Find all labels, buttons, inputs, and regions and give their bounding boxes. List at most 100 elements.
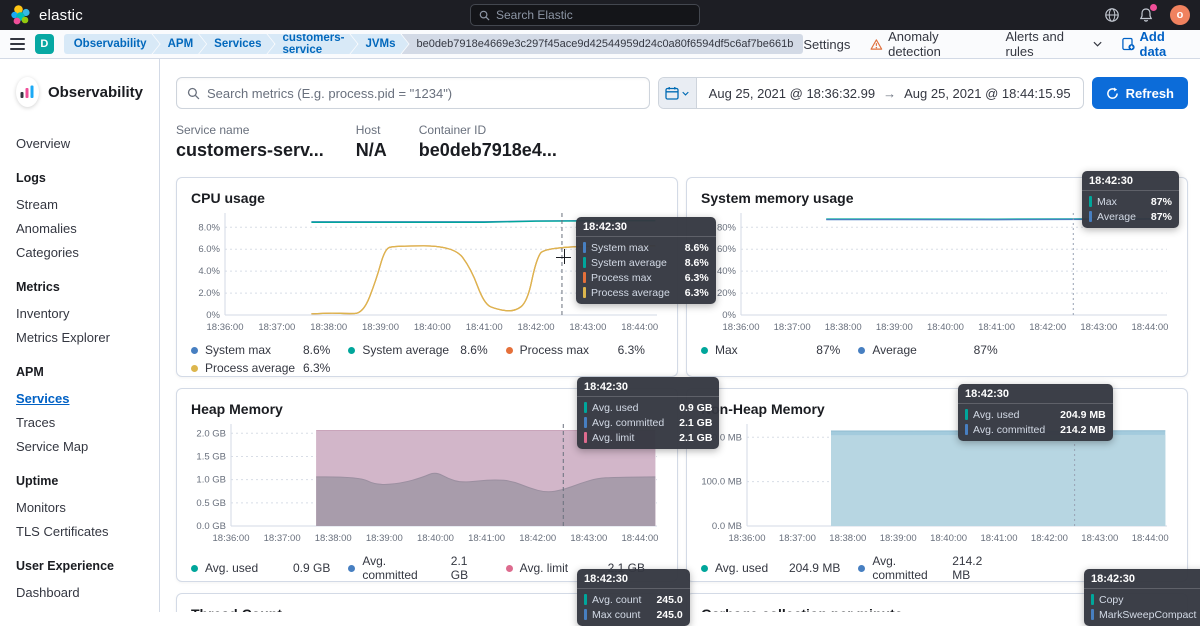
sidebar-item-metrics-explorer[interactable]: Metrics Explorer — [16, 325, 143, 349]
tooltip-series-value: 6.3% — [675, 287, 709, 299]
legend-label: Avg. used — [715, 561, 768, 575]
tooltip-time: 18:42:30 — [958, 384, 1113, 404]
tooltip-series-label: System average — [591, 257, 667, 269]
anomaly-detection-link[interactable]: Anomaly detection — [870, 29, 985, 59]
menu-hamburger-icon[interactable] — [10, 38, 25, 50]
sidebar-item-tls-certificates[interactable]: TLS Certificates — [16, 519, 143, 543]
date-end[interactable]: Aug 25, 2021 @ 18:44:15.95 — [904, 86, 1070, 101]
tooltip-series-value: 204.9 MB — [1050, 409, 1106, 421]
news-bell-icon[interactable] — [1136, 5, 1156, 25]
tooltip-series-color-bar — [1091, 594, 1094, 605]
tooltip-series-color-bar — [583, 257, 586, 268]
x-tick-label: 18:41:00 — [466, 322, 503, 333]
tooltip-time: 18:42:30 — [1084, 569, 1200, 589]
tooltip-series-value: 2.1 GB — [669, 432, 712, 444]
date-start[interactable]: Aug 25, 2021 @ 18:36:32.99 — [709, 86, 875, 101]
add-data-link[interactable]: Add data — [1122, 29, 1190, 59]
calendar-button[interactable] — [659, 78, 697, 108]
x-tick-label: 18:42:00 — [1029, 322, 1066, 333]
alerts-and-rules-menu[interactable]: Alerts and rules — [1005, 29, 1101, 59]
metrics-search-input[interactable] — [207, 86, 639, 101]
breadcrumb-item-observability[interactable]: Observability — [64, 34, 160, 54]
tooltip-series-color-bar — [965, 424, 968, 435]
breadcrumb-item-be0deb7918e4669e3c297f45[interactable]: be0deb7918e4669e3c297f45ace9d42544959d24… — [402, 34, 804, 54]
tooltip-series-label: Avg. used — [973, 409, 1020, 421]
y-tick-label: 0.0 MB — [712, 521, 742, 532]
legend-dot-icon — [191, 365, 198, 372]
tooltip-series-label: Process max — [591, 272, 652, 284]
legend-label: Average — [872, 343, 916, 357]
sidebar-item-anomalies[interactable]: Anomalies — [16, 216, 143, 240]
sidebar-section-header: Metrics — [16, 280, 143, 294]
sidebar-item-categories[interactable]: Categories — [16, 240, 143, 264]
legend-label: Avg. committed — [362, 554, 443, 582]
tooltip-series-label: MarkSweepCompact — [1099, 609, 1196, 621]
tooltip-series-value: 240 — [1190, 594, 1200, 606]
sidebar-item-dashboard[interactable]: Dashboard — [16, 580, 143, 604]
tooltip-time: 18:42:30 — [1082, 171, 1179, 191]
legend-label: Process max — [520, 343, 589, 357]
global-search-input[interactable]: Search Elastic — [470, 4, 700, 26]
tooltip-series-value: 87% — [1141, 211, 1172, 223]
x-tick-label: 18:40:00 — [414, 322, 451, 333]
tooltip-series-value: 2.1 GB — [669, 417, 712, 429]
space-badge[interactable]: D — [35, 34, 54, 54]
meta-value: be0deb7918e4... — [419, 140, 557, 161]
sidebar-item-inventory[interactable]: Inventory — [16, 301, 143, 325]
sidebar-section-header: Logs — [16, 171, 143, 185]
sidebar-item-stream[interactable]: Stream — [16, 192, 143, 216]
sidebar-item-services[interactable]: Services — [16, 386, 143, 410]
tooltip-row: Copy240 — [1091, 592, 1200, 607]
sidebar-item-monitors[interactable]: Monitors — [16, 495, 143, 519]
sidebar-item-service-map[interactable]: Service Map — [16, 434, 143, 458]
tooltip-series-label: Max count — [592, 609, 640, 621]
refresh-button[interactable]: Refresh — [1092, 77, 1188, 109]
x-tick-label: 18:39:00 — [880, 533, 917, 544]
sidebar-section-header: User Experience — [16, 559, 143, 573]
y-tick-label: 2.0 GB — [196, 428, 226, 439]
help-globe-icon[interactable] — [1102, 5, 1122, 25]
breadcrumb-item-customers-service[interactable]: customers-service — [267, 34, 357, 54]
tooltip-series-color-bar — [584, 432, 587, 443]
legend-dot-icon — [506, 565, 513, 572]
main-content: Aug 25, 2021 @ 18:36:32.99 → Aug 25, 202… — [160, 59, 1200, 612]
brand-name: elastic — [39, 7, 83, 24]
x-tick-label: 18:36:00 — [207, 322, 244, 333]
user-avatar[interactable]: o — [1170, 5, 1190, 25]
breadcrumb-item-apm[interactable]: APM — [153, 34, 207, 54]
legend-dot-icon — [191, 565, 198, 572]
tooltip-series-color-bar — [583, 287, 586, 298]
settings-link[interactable]: Settings — [803, 37, 850, 52]
y-tick-label: 80% — [717, 222, 737, 233]
tooltip-series-value: 87% — [1141, 196, 1172, 208]
breadcrumb-item-jvms[interactable]: JVMs — [350, 34, 408, 54]
breadcrumb-item-services[interactable]: Services — [199, 34, 274, 54]
legend-value: 87% — [816, 343, 840, 357]
tooltip-series-color-bar — [584, 417, 587, 428]
chevron-down-icon — [1093, 41, 1102, 47]
y-tick-label: 1.5 GB — [196, 451, 226, 462]
sidebar-item-overview[interactable]: Overview — [16, 131, 143, 155]
sidebar-item-traces[interactable]: Traces — [16, 410, 143, 434]
metrics-search-box[interactable] — [176, 77, 650, 109]
